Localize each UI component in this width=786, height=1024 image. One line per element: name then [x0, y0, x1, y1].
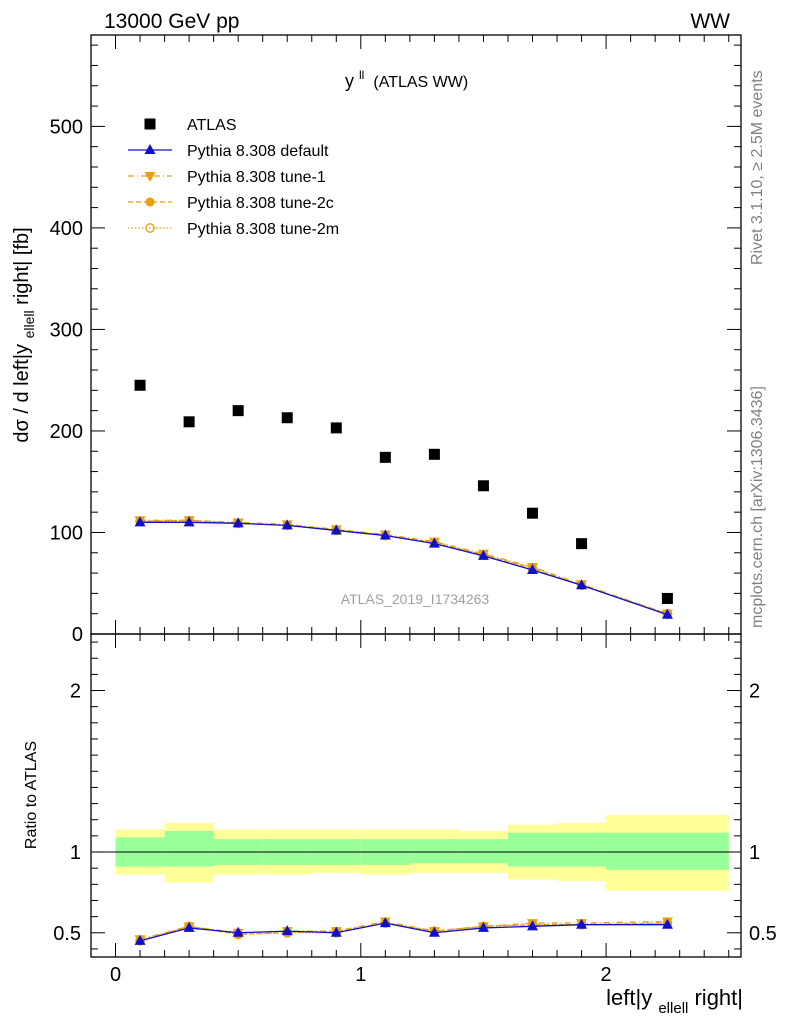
ratio-data-point — [477, 921, 489, 932]
plot-title-sup: ll — [359, 68, 364, 82]
legend-entry: ATLAS — [144, 117, 237, 134]
legend-marker — [144, 118, 156, 130]
legend-entry: Pythia 8.308 default — [128, 143, 329, 160]
ratio-frame — [90, 633, 742, 958]
ratio-y-tick-label: 0.5 — [53, 923, 81, 945]
atlas-data-point — [134, 379, 146, 391]
legend-entry: Pythia 8.308 tune-1 — [128, 169, 326, 186]
atlas-data-point — [281, 412, 293, 424]
legend-label: Pythia 8.308 tune-2c — [187, 195, 334, 212]
uncertainty-band-inner — [507, 832, 558, 867]
plot-title-rest: (ATLAS WW) — [373, 74, 468, 91]
legend-marker — [145, 197, 155, 207]
data-point — [576, 579, 588, 590]
watermark: ATLAS_2019_I1734263 — [341, 591, 490, 607]
atlas-data-point — [232, 405, 244, 417]
uncertainty-band-inner — [458, 839, 508, 864]
atlas-data-point — [379, 451, 391, 463]
uncertainty-band-inner — [409, 839, 459, 864]
atlas-data-point — [661, 592, 673, 604]
x-axis-label-tail: right| — [694, 985, 743, 1010]
uncertainty-band-inner — [606, 832, 729, 870]
y-axis-label-main: dσ / d left|y — [11, 344, 33, 443]
legend-label: Pythia 8.308 tune-1 — [187, 169, 326, 186]
ratio-data-point — [576, 918, 588, 929]
data-point — [477, 549, 489, 560]
ratio-data-point — [379, 917, 391, 928]
x-tick-label: 1 — [355, 964, 366, 986]
ratio-y-tick-label-right: 1 — [749, 842, 760, 864]
atlas-data-point — [183, 416, 195, 428]
legend-label: Pythia 8.308 default — [187, 143, 329, 160]
ratio-y-tick-label: 2 — [70, 681, 81, 703]
data-point — [428, 537, 440, 548]
legend-label: ATLAS — [187, 117, 237, 134]
ratio-panel: Ratio to ATLAS left|y ellell right| 0 1 2 0… — [23, 633, 777, 1018]
main-panel: y ll (ATLAS WW) dσ / d left|y ellell rig… — [11, 34, 742, 646]
y-axis-label: dσ / d left|y ellell right| [fb] — [11, 227, 39, 442]
x-tick-label: 2 — [601, 964, 612, 986]
ratio-data-point — [281, 925, 293, 936]
legend-marker — [144, 144, 156, 154]
series-line — [140, 519, 668, 615]
legend-entry: Pythia 8.308 tune-2c — [128, 195, 334, 212]
series-line — [140, 519, 668, 615]
x-axis-label: left|y ellell right| — [606, 985, 743, 1018]
x-axis-label-sub: ellell — [658, 1000, 688, 1017]
y-tick-label: 300 — [50, 319, 83, 341]
ratio-data-point — [232, 926, 244, 937]
ratio-data-point — [428, 926, 440, 937]
rivet-label: Rivet 3.1.10, ≥ 2.5M events — [749, 70, 766, 265]
process-label: WW — [690, 10, 730, 33]
legend-marker — [145, 223, 155, 233]
legend-label: Pythia 8.308 tune-2m — [187, 221, 339, 238]
atlas-data-point — [576, 538, 588, 550]
ratio-y-axis-label: Ratio to ATLAS — [23, 741, 40, 849]
uncertainty-band-inner — [164, 831, 214, 867]
x-axis-label-main: left|y — [606, 985, 652, 1010]
plot-title-main: y — [345, 71, 354, 91]
data-point — [183, 516, 195, 527]
plot-title: y ll (ATLAS WW) — [345, 63, 468, 91]
ratio-data-point — [134, 934, 146, 945]
ratio-y-tick-label-right: 2 — [749, 681, 760, 703]
atlas-data-point — [527, 507, 539, 519]
ratio-y-tick-label-right: 0.5 — [749, 923, 777, 945]
ratio-data-point — [661, 918, 673, 929]
data-point — [661, 608, 673, 619]
atlas-data-point — [477, 480, 489, 492]
legend-marker — [144, 172, 156, 182]
y-tick-label: 400 — [50, 218, 83, 240]
y-axis-label-sub: ellell — [21, 310, 37, 338]
data-point — [232, 517, 244, 528]
y-tick-label: 0 — [72, 624, 83, 646]
legend: ATLAS Pythia 8.308 default Pythia 8.308 tu… — [128, 117, 339, 238]
data-point — [527, 564, 539, 575]
data-point — [379, 529, 391, 540]
ratio-data-point — [183, 921, 195, 932]
atlas-data-point — [330, 422, 342, 434]
legend-entry: Pythia 8.308 tune-2m — [128, 221, 339, 238]
atlas-data-point — [428, 448, 440, 460]
y-tick-label: 200 — [50, 421, 83, 443]
data-point — [330, 524, 342, 535]
x-tick-label: 0 — [110, 964, 121, 986]
y-axis-label-tail: right| [fb] — [11, 227, 33, 304]
mcplots-label: mcplots.cern.ch [arXiv:1306.3436] — [749, 386, 766, 628]
data-point — [281, 519, 293, 530]
energy-label: 13000 GeV pp — [104, 10, 239, 33]
y-tick-label: 500 — [50, 116, 83, 138]
ratio-series-line — [139, 922, 668, 942]
ratio-y-tick-label: 1 — [70, 842, 81, 864]
uncertainty-band-inner — [557, 832, 607, 867]
ratio-data-point — [527, 920, 539, 931]
ratio-data-point — [330, 926, 342, 937]
data-point — [134, 516, 146, 527]
y-tick-label: 100 — [50, 522, 83, 544]
